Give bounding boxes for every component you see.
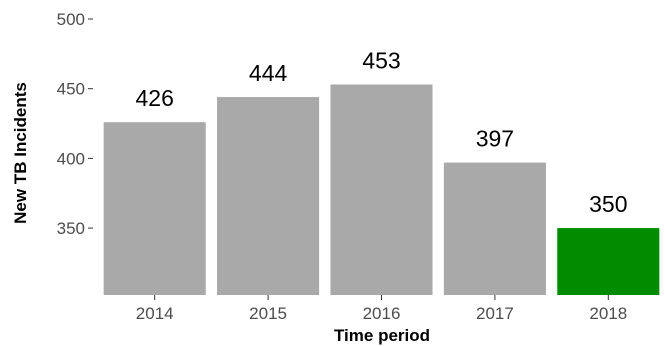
y-tick-label: 450 (57, 80, 85, 99)
bar-2018 (557, 228, 660, 295)
y-tick-label: 500 (57, 10, 85, 29)
x-axis-title: Time period (334, 326, 430, 345)
bar-2015 (217, 97, 320, 295)
bars-group (103, 84, 660, 295)
data-label-2014: 426 (136, 85, 174, 111)
x-tick-label-2016: 2016 (363, 304, 401, 323)
data-label-2018: 350 (589, 191, 627, 217)
bar-2016 (330, 84, 433, 295)
x-tick-label-2017: 2017 (476, 304, 514, 323)
bar-2014 (103, 122, 206, 295)
data-label-2016: 453 (362, 48, 400, 74)
data-labels-group: 426 444 453 397 350 (136, 48, 628, 218)
x-tick-label-2015: 2015 (249, 304, 287, 323)
y-axis-title: New TB Incidents (11, 82, 30, 224)
y-tick-label: 350 (57, 219, 85, 238)
y-tick-label: 400 (57, 149, 85, 168)
data-label-2017: 397 (476, 126, 514, 152)
x-tick-label-2018: 2018 (589, 304, 627, 323)
y-axis: 350 400 450 500 (57, 10, 93, 238)
x-axis: 2014 2015 2016 2017 2018 (136, 295, 627, 323)
bar-2017 (443, 162, 546, 295)
x-tick-label-2014: 2014 (136, 304, 174, 323)
data-label-2015: 444 (249, 60, 288, 86)
